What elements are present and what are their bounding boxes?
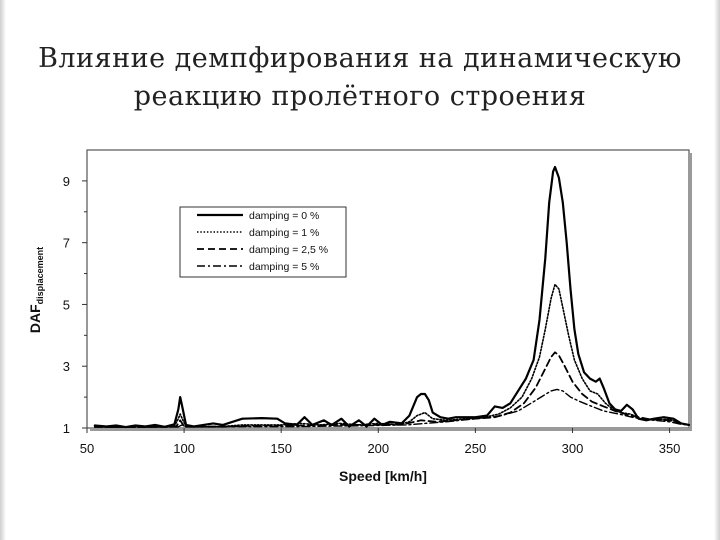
y-tick-label: 1 [63, 421, 70, 436]
plot-shadow-right [689, 153, 692, 431]
y-axis-label: DAFdisplacement [27, 247, 45, 333]
legend-box [179, 206, 347, 278]
legend-label-1: damping = 1 % [249, 227, 319, 239]
slide-edge-right [714, 0, 720, 540]
legend-label-2: damping = 2,5 % [249, 244, 328, 256]
slide-title: Влияние демпфирования на динамическую ре… [20, 40, 700, 116]
y-tick-label: 9 [63, 174, 70, 189]
y-axis-label-sub: displacement [35, 247, 45, 305]
x-tick-label: 250 [465, 441, 487, 456]
y-tick-label: 3 [63, 359, 70, 374]
x-tick-label: 200 [367, 441, 389, 456]
plot-shadow-bottom [90, 428, 692, 431]
y-axis-label-main: DAF [27, 304, 43, 333]
x-axis-ticks: 50 100 150 200 250 300 350 [80, 428, 681, 456]
legend-label-0: damping = 0 % [249, 210, 319, 222]
legend-label-3: damping = 5 % [249, 261, 319, 273]
x-tick-label: 150 [270, 441, 292, 456]
series-layer [93, 165, 691, 429]
slide-title-line-1: Влияние демпфирования на динамическую [38, 43, 682, 74]
x-tick-label: 300 [562, 441, 584, 456]
y-axis-ticks: 1 3 5 7 9 [63, 174, 87, 436]
x-axis-label: Speed [km/h] [339, 468, 427, 484]
slide-edge-left [0, 0, 6, 540]
x-tick-label: 100 [173, 441, 195, 456]
x-tick-label: 350 [659, 441, 681, 456]
legend: damping = 0 % damping = 1 % damping = 2,5 … [179, 206, 347, 278]
slide-title-line-2: реакцию пролётного строения [133, 81, 587, 112]
series-line-3 [94, 388, 690, 428]
y-tick-label: 7 [63, 236, 70, 251]
y-tick-label: 5 [63, 297, 70, 312]
plot-frame [86, 149, 690, 429]
x-tick-label: 50 [80, 441, 94, 456]
